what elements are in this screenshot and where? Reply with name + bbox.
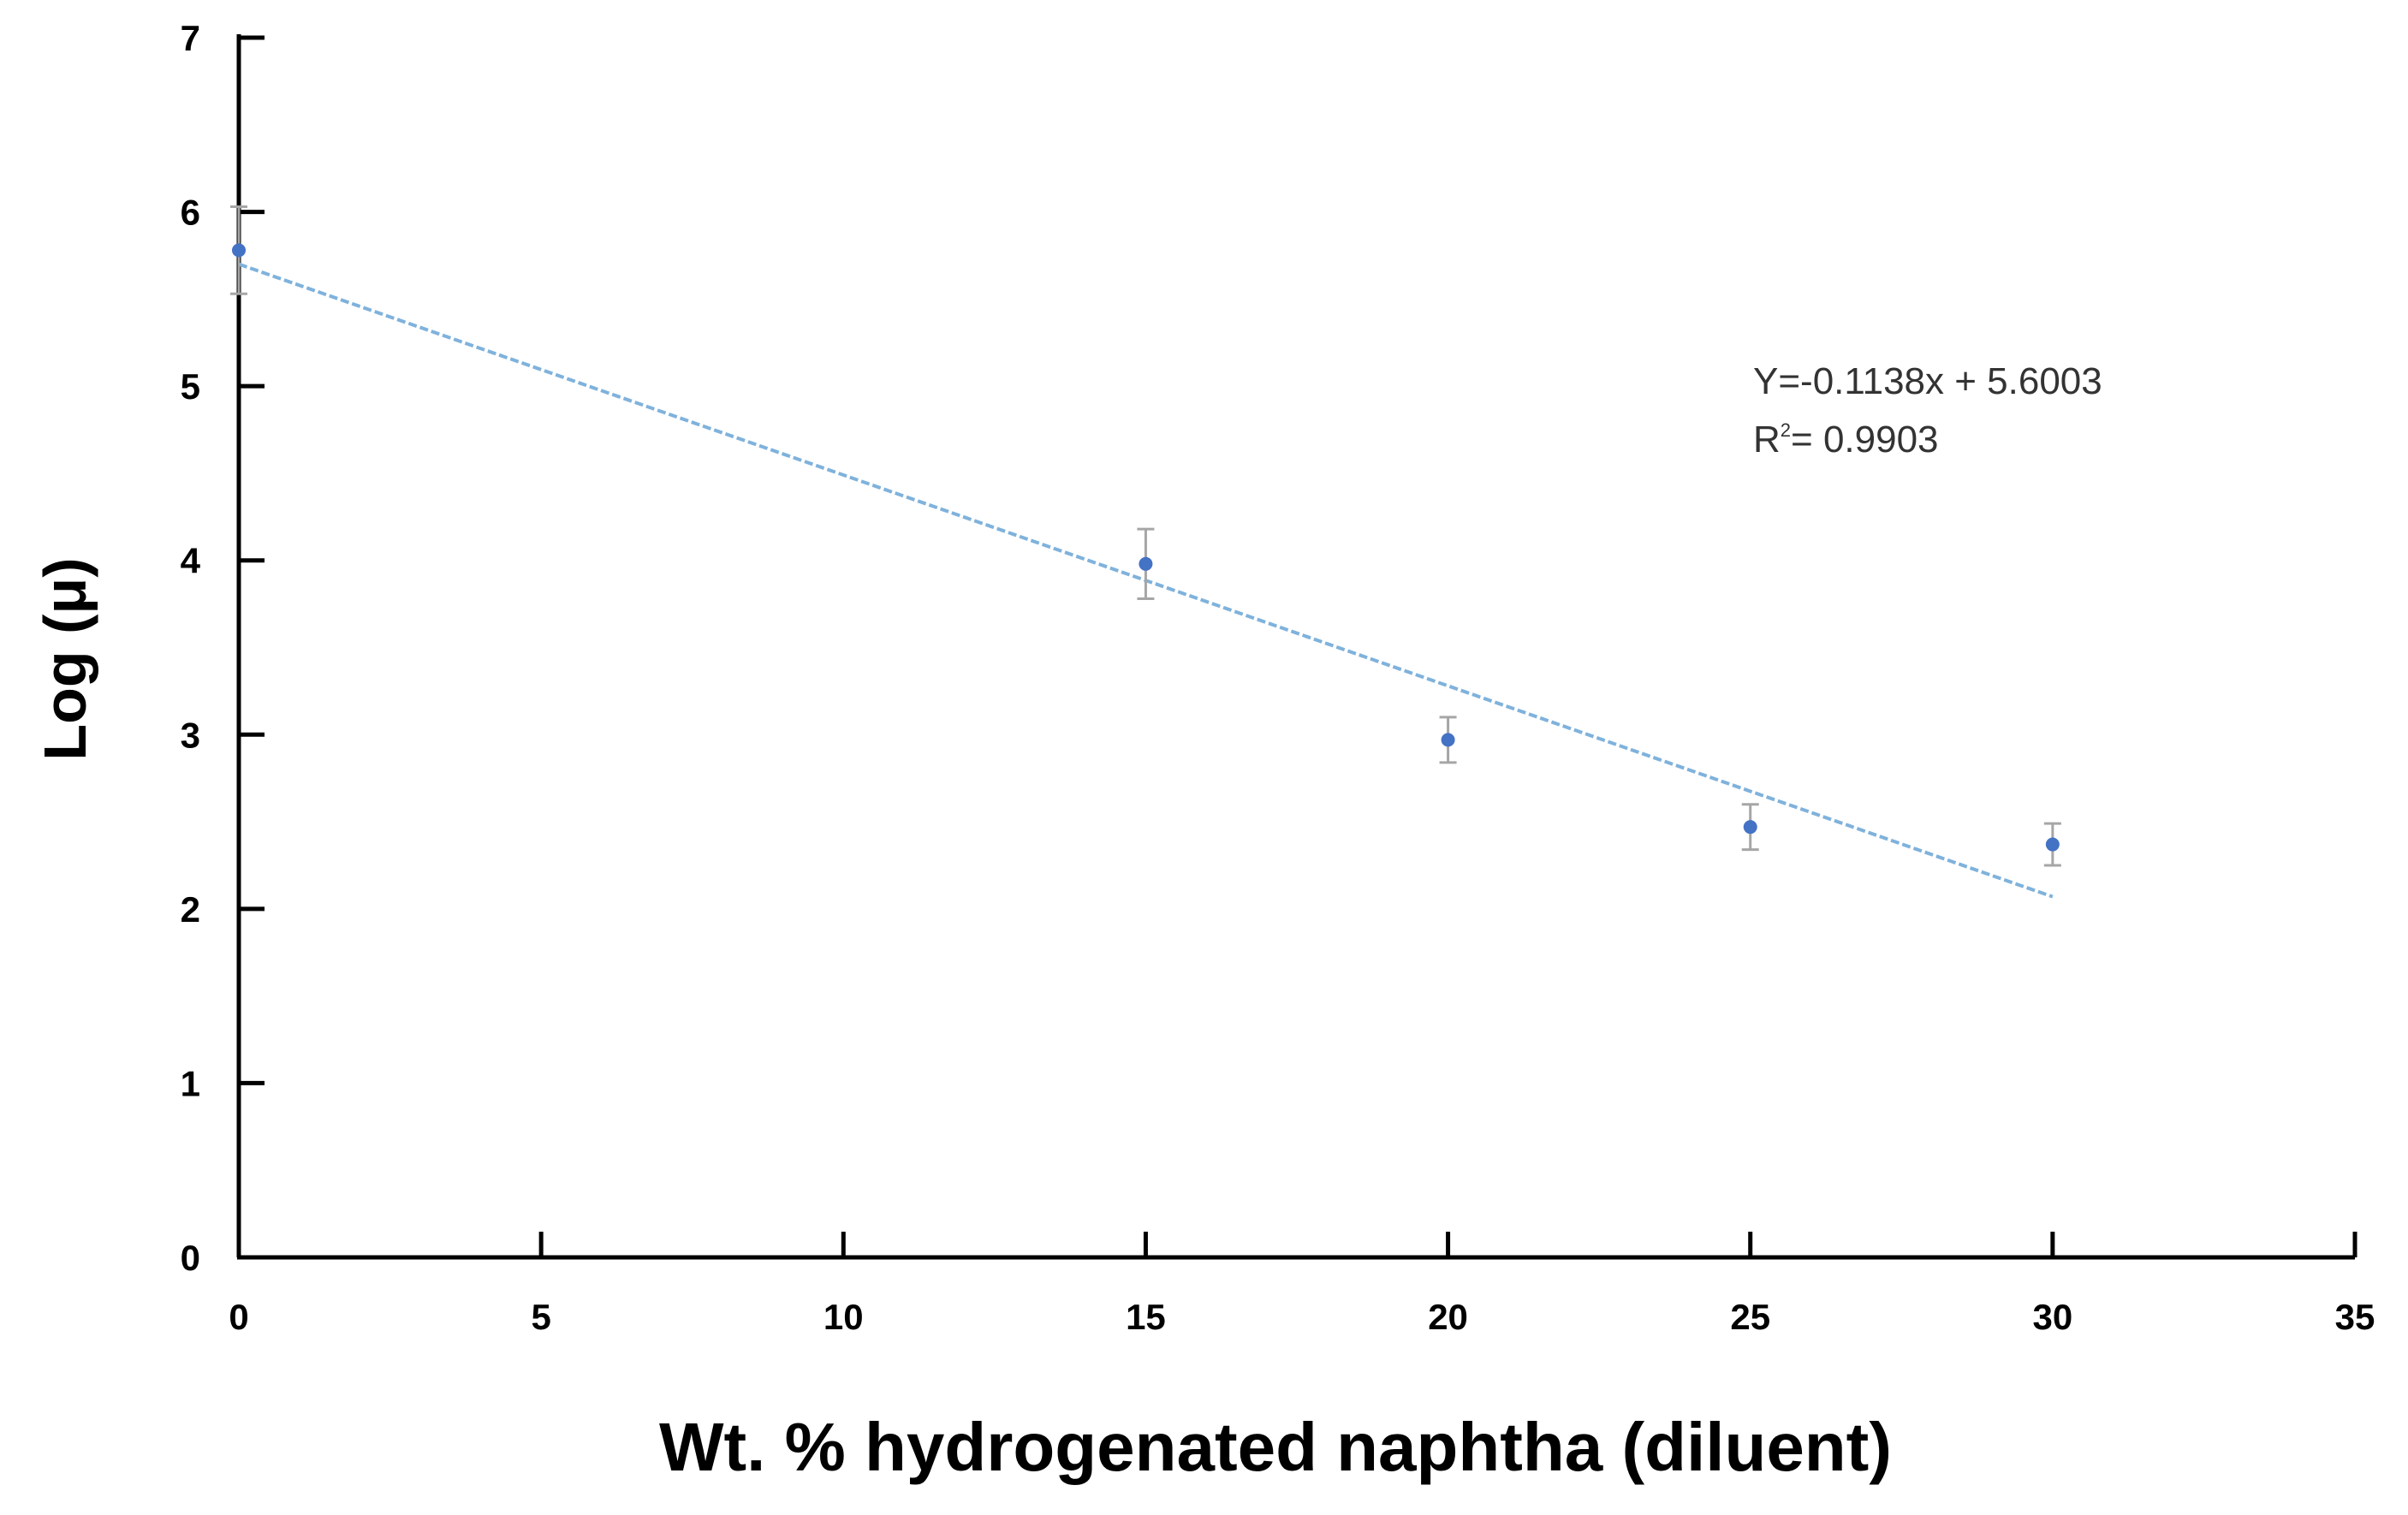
data-point [232, 243, 246, 258]
x-tick-label-15: 15 [1126, 1297, 1166, 1337]
data-point [2045, 837, 2060, 852]
y-tick-label-3: 3 [181, 715, 200, 755]
r-squared-label: R2= 0.9903 [1753, 419, 1939, 460]
data-point-group [230, 205, 247, 295]
x-tick-label-10: 10 [823, 1297, 864, 1337]
r-squared-superscript: 2 [1781, 419, 1791, 441]
x-tick-label-30: 30 [2032, 1297, 2072, 1337]
x-tick-label-5: 5 [531, 1297, 550, 1337]
data-point-group [1137, 527, 1155, 600]
y-tick-label-5: 5 [181, 366, 200, 407]
x-tick-label-0: 0 [229, 1297, 248, 1337]
y-tick-label-6: 6 [181, 193, 200, 233]
data-point [1139, 556, 1153, 571]
x-axis-title: Wt. % hydrogenated naphtha (diluent) [659, 1409, 1892, 1485]
x-tick-label-25: 25 [1730, 1297, 1770, 1337]
data-point [1441, 733, 1455, 747]
y-tick-label-7: 7 [181, 18, 200, 58]
y-axis-title: Log (μ) [32, 557, 98, 760]
tick-marks [236, 35, 2357, 1260]
r-squared-prefix: R [1753, 419, 1781, 460]
y-tick-label-0: 0 [181, 1238, 200, 1278]
data-point [1743, 820, 1757, 835]
data-points-group [230, 205, 2061, 867]
axes [236, 34, 2355, 1260]
y-tick-label-2: 2 [181, 889, 200, 930]
x-tick-label-20: 20 [1428, 1297, 1468, 1337]
y-tick-label-1: 1 [181, 1063, 200, 1103]
data-point-group [2043, 822, 2061, 867]
data-point-group [1741, 803, 1759, 852]
x-tick-label-35: 35 [2335, 1297, 2375, 1337]
data-point-group [1439, 716, 1457, 764]
y-tick-label-4: 4 [181, 541, 201, 581]
r-squared-value: = 0.9903 [1791, 419, 1939, 460]
trendline-equation: Y=-0.1138x + 5.6003 [1753, 360, 2102, 402]
